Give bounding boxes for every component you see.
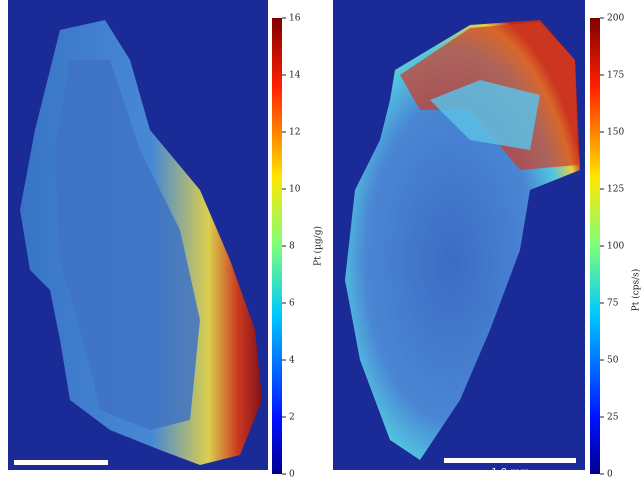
tick-label: 4 xyxy=(289,356,295,366)
tick-label: 75 xyxy=(607,299,619,309)
tick-label: 200 xyxy=(607,14,624,24)
left-image: 1.0 mm xyxy=(8,0,268,480)
tick-label: 0 xyxy=(289,470,295,480)
tick-label: 10 xyxy=(289,185,301,195)
scale-bar xyxy=(444,458,576,463)
tick-label: 125 xyxy=(607,185,624,195)
scale-bar-label: 1.0 mm xyxy=(41,469,80,480)
tick-label: 16 xyxy=(289,14,301,24)
scale-bar xyxy=(14,460,108,465)
colorbar-label: Pt (cps/s) xyxy=(631,269,641,312)
tick-label: 100 xyxy=(607,242,624,252)
tick-label: 0 xyxy=(607,470,613,480)
tick-label: 50 xyxy=(607,356,619,366)
tick-label: 14 xyxy=(289,71,301,81)
tick-label: 6 xyxy=(289,299,295,309)
tick-label: 2 xyxy=(289,413,295,423)
tick-label: 175 xyxy=(607,71,624,81)
scale-bar-label: 1.0 mm xyxy=(491,467,530,478)
colorbar xyxy=(272,18,282,474)
tick-label: 150 xyxy=(607,128,624,138)
colorbar-label: Pt (µg/g) xyxy=(313,226,324,266)
tick-label: 25 xyxy=(607,413,619,423)
right-image: 1.0 mm xyxy=(333,0,585,478)
colorbar xyxy=(590,18,600,474)
tick-label: 12 xyxy=(289,128,300,138)
tick-label: 8 xyxy=(289,242,295,252)
